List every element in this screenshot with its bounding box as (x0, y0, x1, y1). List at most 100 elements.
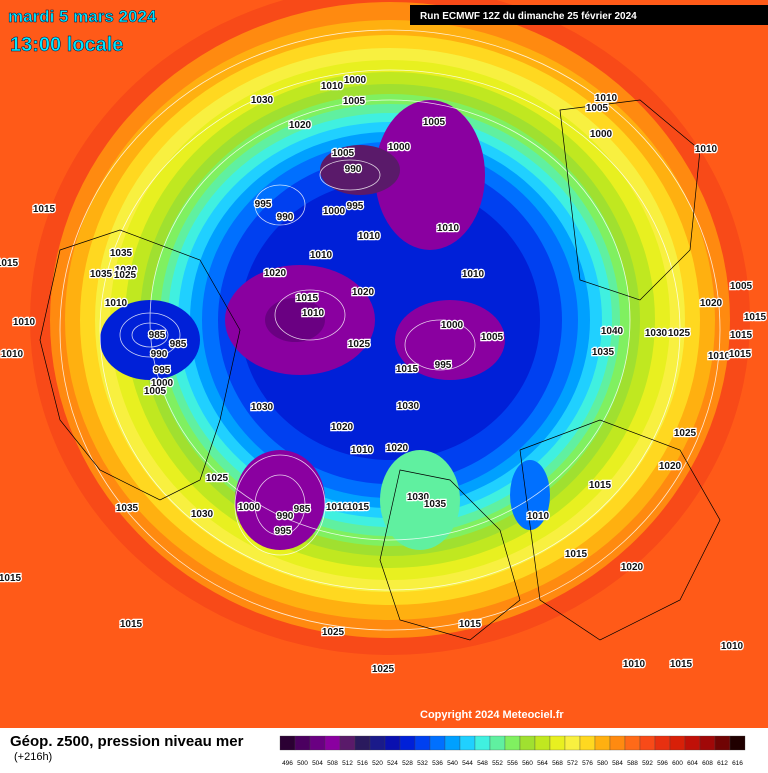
coastlines (39, 99, 721, 641)
isobar-label: 995 (347, 201, 364, 212)
isobar-label: 1030 (191, 509, 214, 520)
height-blob (380, 450, 460, 550)
height-blob (320, 145, 400, 195)
isobar-label: 1015 (0, 258, 19, 269)
legend-label: 576 (582, 760, 593, 767)
isobar-label: 985 (170, 339, 187, 350)
isobar-label: 1035 (424, 499, 447, 510)
isobar-label: 1015 (347, 502, 370, 513)
height-blob (375, 100, 485, 250)
isobar-label: 1010 (1, 349, 24, 360)
isobar-label: 1010 (321, 81, 344, 92)
legend-swatch (564, 735, 581, 751)
copyright: Copyright 2024 Meteociel.fr (420, 709, 564, 721)
isobar-label: 1005 (144, 386, 167, 397)
legend-label: 528 (402, 760, 413, 767)
isobar-label: 1015 (296, 293, 319, 304)
isobar-label: 995 (275, 526, 292, 537)
isobar-label: 1030 (115, 265, 138, 276)
isobar-label: 1015 (0, 573, 22, 584)
isobar-label: 1030 (251, 95, 274, 106)
legend-swatch (474, 735, 491, 751)
isobar-label: 1010 (13, 317, 36, 328)
legend-label: 544 (462, 760, 473, 767)
isobar-label: 1010 (358, 231, 381, 242)
legend-label: 564 (537, 760, 548, 767)
legend-label: 592 (642, 760, 653, 767)
legend-label: 572 (567, 760, 578, 767)
isobar-label: 1000 (151, 378, 174, 389)
legend-swatch (579, 735, 596, 751)
legend-swatch (339, 735, 356, 751)
isobar-label: 1035 (110, 248, 133, 259)
isobar-label: 985 (294, 504, 311, 515)
legend-swatch (429, 735, 446, 751)
legend-swatch (414, 735, 431, 751)
isobar-label: 1035 (116, 503, 139, 514)
isobar-label: 1020 (700, 298, 723, 309)
run-info: Run ECMWF 12Z du dimanche 25 février 202… (420, 11, 637, 22)
legend-label: 588 (627, 760, 638, 767)
isobar-label: 1015 (589, 480, 612, 491)
isobar-label: 1010 (527, 511, 550, 522)
isobar-label: 990 (345, 164, 362, 175)
height-blob (100, 300, 200, 380)
isobar-label: 1010 (708, 351, 731, 362)
isobar-label: 1015 (396, 364, 419, 375)
height-field (30, 0, 750, 655)
legend-swatch (354, 735, 371, 751)
isobar-label: 1015 (120, 619, 143, 630)
isobar-label: 1035 (90, 269, 113, 280)
isobar-label: 1035 (592, 347, 615, 358)
legend-swatch (444, 735, 461, 751)
isobar-label: 1025 (668, 328, 691, 339)
date-title: mardi 5 mars 2024 (8, 7, 157, 26)
isobar-label: 1015 (744, 312, 767, 323)
isobar-label: 1000 (344, 75, 367, 86)
legend-swatch (534, 735, 551, 751)
height-blob (395, 300, 505, 380)
isobar-label: 1010 (310, 250, 333, 261)
legend-swatch (369, 735, 386, 751)
isobar-label: 1005 (730, 281, 753, 292)
legend-swatch (489, 735, 506, 751)
isobar-label: 1010 (695, 144, 718, 155)
legend-label: 496 (282, 760, 293, 767)
height-blob (265, 298, 325, 342)
legend-swatch (729, 735, 746, 751)
legend-swatch (609, 735, 626, 751)
legend-label: 556 (507, 760, 518, 767)
legend-label: 616 (732, 760, 743, 767)
legend-swatch (309, 735, 326, 751)
isobar-label: 1005 (586, 103, 609, 114)
footer-lead: (+216h) (14, 751, 52, 763)
legend-swatch (684, 735, 701, 751)
height-band (240, 180, 540, 460)
isobar-label: 1025 (674, 428, 697, 439)
isobar-label: 1025 (348, 339, 371, 350)
isobar-label: 1015 (729, 349, 752, 360)
legend-label: 512 (342, 760, 353, 767)
isobar-label: 1000 (323, 206, 346, 217)
isobar-label: 1005 (481, 332, 504, 343)
legend-swatch (384, 735, 401, 751)
isobar-label: 1025 (372, 664, 395, 675)
isobar-label: 990 (277, 511, 294, 522)
isobar-label: 1010 (462, 269, 485, 280)
isobar-label: 1015 (459, 619, 482, 630)
legend-swatch (639, 735, 656, 751)
isobar-label: 1010 (105, 298, 128, 309)
legend-label: 536 (432, 760, 443, 767)
legend-swatch (714, 735, 731, 751)
isobar-label: 1010 (595, 93, 618, 104)
legend-swatch (324, 735, 341, 751)
legend-label: 608 (702, 760, 713, 767)
legend-swatch (549, 735, 566, 751)
isobar-label: 985 (149, 330, 166, 341)
isobar-label: 1020 (621, 562, 644, 573)
legend-swatch (594, 735, 611, 751)
isobar-label: 1000 (441, 320, 464, 331)
isobar-label: 1005 (343, 96, 366, 107)
